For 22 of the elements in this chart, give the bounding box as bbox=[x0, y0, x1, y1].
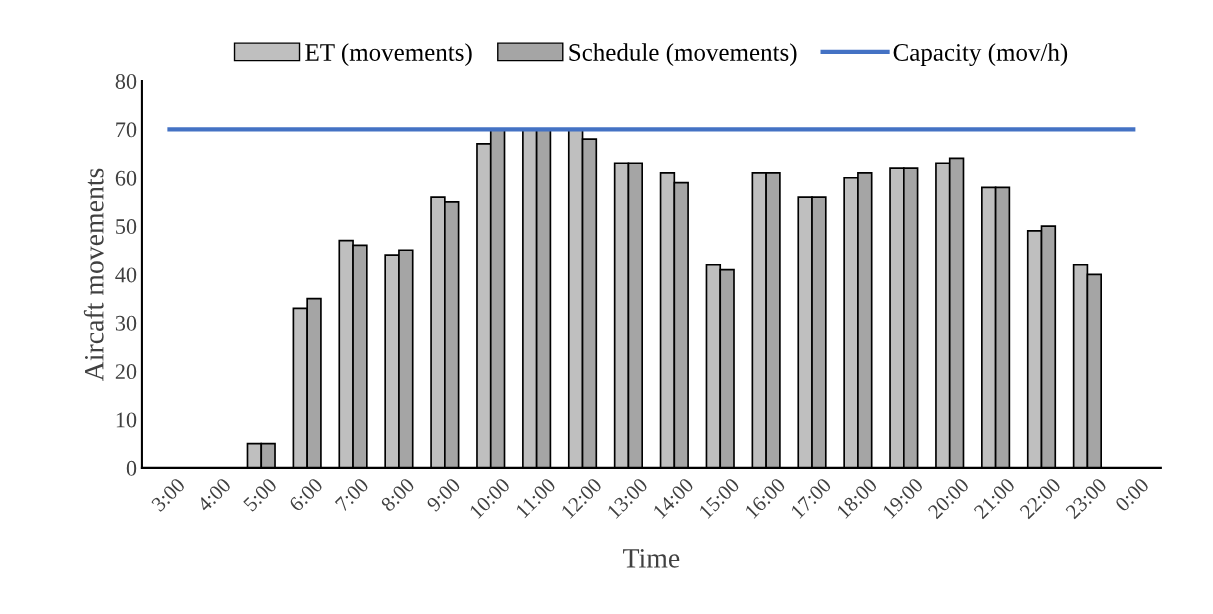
x-tick-label: 5:00 bbox=[242, 477, 278, 512]
y-tick-label: 60 bbox=[115, 170, 137, 186]
x-tick-label: 8:00 bbox=[380, 477, 416, 513]
x-tick-label: 9:00 bbox=[425, 477, 462, 513]
x-tick-label: 6:00 bbox=[288, 477, 324, 513]
y-tick-label: 50 bbox=[116, 219, 137, 235]
legend-label: ET (movements) bbox=[305, 43, 472, 66]
x-tick-label: 3:00 bbox=[150, 477, 186, 513]
y-tick-label: 30 bbox=[115, 315, 137, 331]
y-tick-label: 0 bbox=[126, 460, 137, 476]
y-axis-title: Aircaft movements bbox=[83, 168, 104, 382]
y-tick-label: 10 bbox=[116, 412, 137, 428]
y-tick-label: 80 bbox=[115, 73, 137, 89]
y-tick-label: 20 bbox=[115, 364, 137, 380]
x-tick-label: 7:00 bbox=[334, 477, 370, 512]
legend-label: Capacity (mov/h) bbox=[893, 43, 1068, 67]
y-tick-label: 70 bbox=[116, 122, 137, 138]
y-tick-label: 40 bbox=[115, 267, 137, 283]
x-tick-label: 4:00 bbox=[196, 477, 232, 513]
x-tick-label: 0:00 bbox=[1114, 477, 1150, 513]
legend-label: Schedule (movements) bbox=[569, 43, 797, 66]
x-axis-title: Time bbox=[623, 549, 680, 568]
